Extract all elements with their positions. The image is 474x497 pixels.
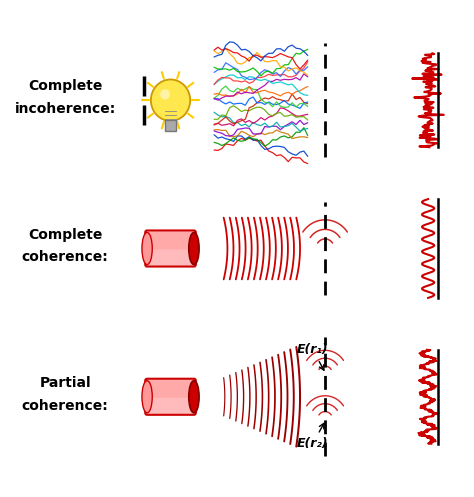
Text: coherence:: coherence: <box>22 399 109 413</box>
Circle shape <box>151 80 190 121</box>
Ellipse shape <box>142 233 152 264</box>
FancyBboxPatch shape <box>146 380 195 398</box>
Text: E(r₂): E(r₂) <box>297 423 328 450</box>
FancyBboxPatch shape <box>165 120 176 131</box>
Text: coherence:: coherence: <box>22 250 109 264</box>
Circle shape <box>160 89 170 99</box>
FancyBboxPatch shape <box>145 379 196 415</box>
Text: incoherence:: incoherence: <box>15 102 116 116</box>
FancyBboxPatch shape <box>145 231 196 266</box>
Text: E(r₁): E(r₁) <box>297 343 328 370</box>
Text: Complete: Complete <box>28 228 102 242</box>
Ellipse shape <box>189 381 199 413</box>
Ellipse shape <box>142 381 152 413</box>
FancyBboxPatch shape <box>146 232 195 249</box>
Text: Complete: Complete <box>28 80 102 93</box>
Text: Partial: Partial <box>39 376 91 390</box>
Ellipse shape <box>189 233 199 264</box>
